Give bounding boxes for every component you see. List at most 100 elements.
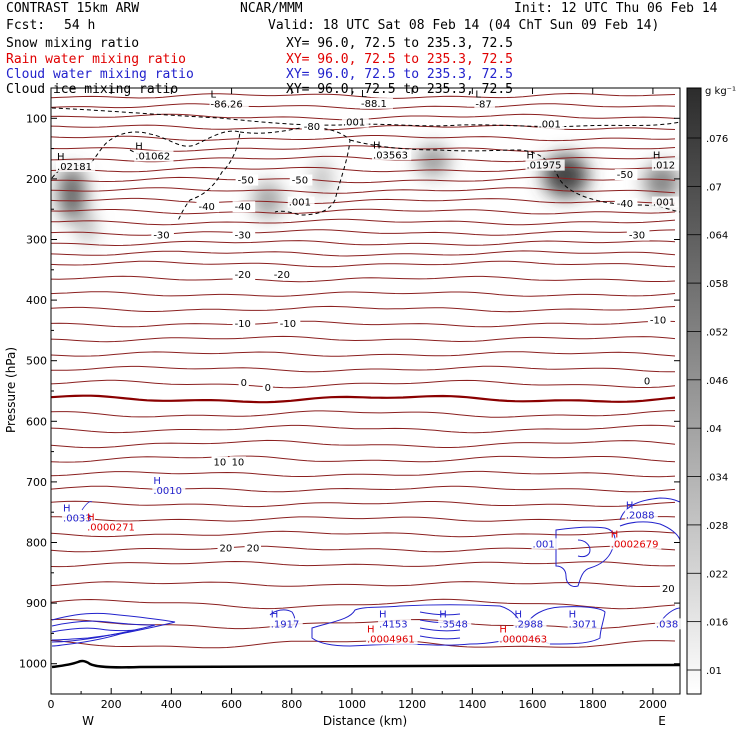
isotherm-line [51, 124, 676, 131]
isotherm-line [51, 187, 676, 194]
isotherm-label: -10 [280, 319, 296, 330]
isotherm-label: -20 [274, 270, 290, 281]
isotherm-line [51, 470, 676, 478]
field-snow-name: Snow mixing ratio [6, 36, 139, 51]
isotherm-label-bg [217, 542, 234, 554]
isotherm-line [51, 218, 676, 226]
colorbar-tick-label: .046 [706, 376, 728, 387]
cloud-water-label-bg [567, 618, 601, 630]
cloud-ice-label: .001 [653, 198, 675, 209]
isotherm-label: -40 [198, 202, 214, 213]
isotherm-label-bg [211, 456, 228, 468]
isotherm-line [51, 410, 676, 418]
isotherm-line [51, 250, 676, 257]
isotherm-line [51, 485, 676, 493]
fcst-label: Fcst: [6, 18, 45, 33]
cloud-ice-label-bg [209, 98, 249, 110]
isotherm-line [51, 581, 676, 587]
valid-time: Valid: 18 UTC Sat 08 Feb 14 (04 ChT Sun … [268, 18, 659, 33]
rain-label: .0002679 [611, 539, 659, 550]
cloud-ice-label-bg [474, 98, 495, 110]
isotherm-line [51, 516, 676, 522]
isotherm-label-bg [614, 169, 638, 181]
cloud-water-label-marker: H [514, 609, 522, 620]
cloud-ice-label: .012 [653, 161, 675, 172]
isotherm-line [51, 455, 676, 463]
y-tick-label: 500 [26, 355, 47, 368]
cloud-water-label-bg [378, 618, 412, 630]
field-rain-name: Rain water mixing ratio [6, 52, 186, 67]
cloud-water-label-marker: H [271, 609, 279, 620]
cloud-ice-label: .001 [539, 119, 561, 130]
colorbar-tick-label: .076 [706, 134, 728, 145]
cloud-water-label-bg [269, 618, 303, 630]
y-tick-label: 900 [26, 597, 47, 610]
colorbar-tick-label: .064 [706, 231, 728, 242]
cloud-ice-label-bg [651, 196, 679, 208]
isotherm-label: 20 [220, 543, 233, 554]
isotherm-label: -40 [235, 202, 251, 213]
cloud-water-label-bg [152, 485, 186, 497]
isotherm-line [51, 166, 676, 173]
colorbar-tick-label: .028 [706, 521, 728, 532]
isotherm-line [51, 598, 676, 610]
isotherm-label-bg [271, 269, 295, 281]
cloud-ice-label: .01062 [135, 152, 170, 163]
isotherm-line [51, 155, 676, 163]
x-tick-label: 800 [281, 698, 302, 711]
isotherm-line [51, 275, 676, 283]
y-tick-label: 400 [26, 294, 47, 307]
isotherm-label: -10 [650, 316, 666, 327]
rain-label-marker: H [499, 624, 507, 635]
colorbar-tick-label: .04 [706, 424, 722, 435]
cloud-ice-label-marker: H [527, 151, 535, 162]
contour-labels: -80 -50 -50 -50 -40 -40 -40 -30 -30 -30 -20 -20 -10 -… [56, 89, 682, 645]
rain-label-bg [86, 521, 138, 533]
cloud-ice-label: .02181 [57, 162, 92, 173]
isotherm-label-bg [232, 269, 256, 281]
cloud-ice-label-bg [525, 159, 565, 171]
isotherm-line [51, 365, 676, 373]
cloud-water-label: .4153 [379, 619, 408, 630]
snow-contour-top [51, 107, 680, 128]
cloud-ice-label: .001 [289, 198, 311, 209]
rain-label-bg [366, 633, 418, 645]
colorbar-gradient [686, 87, 702, 695]
isotherm-label-bg [614, 198, 638, 210]
cloud-ice-blob [416, 145, 450, 176]
colorbar-tick-label: .022 [706, 569, 728, 580]
isotherm-line [51, 320, 676, 328]
isotherm-label: 20 [662, 584, 675, 595]
y-tick-label: 200 [26, 173, 47, 186]
cloud-water-label-marker: H [569, 609, 577, 620]
rain-label-marker: H [611, 529, 619, 540]
colorbar-tick-label: .07 [706, 182, 722, 193]
field-cloudwater-xy: XY= 96.0, 72.5 to 235.3, 72.5 [286, 67, 513, 82]
cloud-water-label-bg [438, 618, 472, 630]
isotherm-line [51, 260, 676, 268]
cloud-ice-blob [58, 166, 86, 222]
cloud-ice-label-bg [651, 159, 679, 171]
isotherm-label: 0 [265, 383, 271, 394]
cloud-water-label: .1917 [271, 619, 300, 630]
isotherm-label: 10 [214, 457, 227, 468]
cloud-ice-label-marker: H [373, 140, 381, 151]
isotherm-line [51, 639, 676, 649]
x-tick-label: 600 [221, 698, 242, 711]
rain-label: .0000271 [87, 522, 135, 533]
isotherm-line [51, 560, 676, 568]
cloud-water-label-marker: H [63, 503, 71, 514]
isotherm-label: -80 [304, 122, 320, 133]
isotherm-line [51, 335, 676, 343]
rain-label: .0000463 [499, 634, 547, 645]
x-end-left-label: W [82, 714, 94, 728]
cloud-ice-label: -86.26 [211, 99, 243, 110]
x-tick-label: 1800 [579, 698, 607, 711]
isotherm-line [51, 394, 676, 404]
cloud-ice-blob [79, 212, 95, 243]
cloud-water-label-bg [624, 509, 658, 521]
fcst-value: 54 h [64, 18, 95, 33]
cloud-ice-blob [312, 160, 331, 198]
field-cloudice-name: Cloud ice mixing ratio [6, 82, 178, 97]
